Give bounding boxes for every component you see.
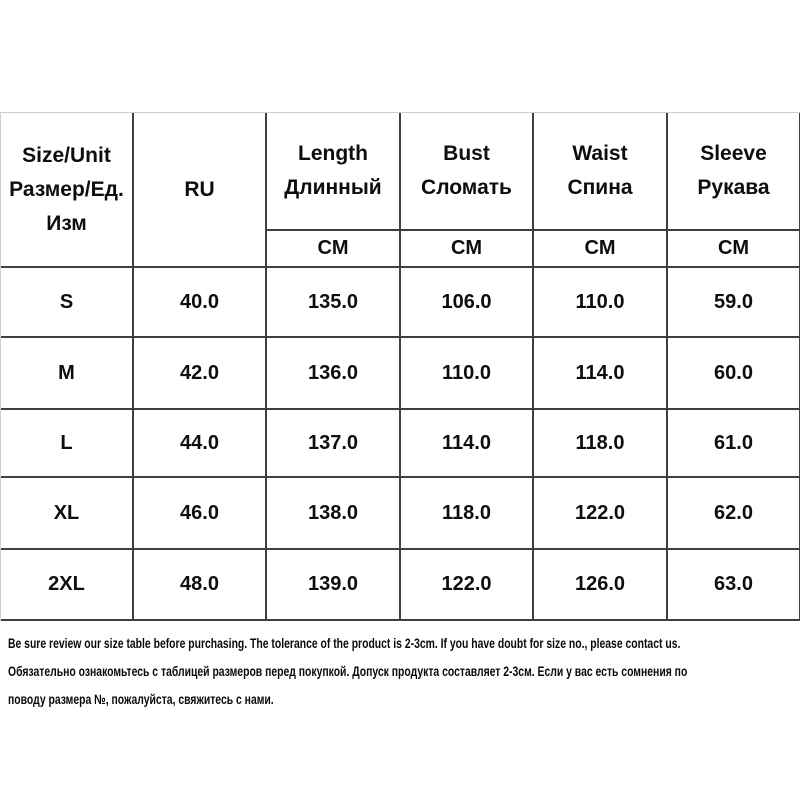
length-cell: 136.0 [267, 338, 401, 410]
footer-line-russian-1: Обязательно ознакомьтесь с таблицей разм… [8, 664, 688, 679]
unit-cell-sleeve: CM [668, 231, 800, 268]
sleeve-cell: 59.0 [668, 268, 800, 338]
length-cell: 137.0 [267, 410, 401, 478]
sleeve-cell: 63.0 [668, 550, 800, 621]
sleeve-cell: 61.0 [668, 410, 800, 478]
waist-cell: 110.0 [534, 268, 668, 338]
length-cell: 135.0 [267, 268, 401, 338]
unit-row: CM CM CM CM [1, 231, 800, 268]
bust-cell: 118.0 [401, 478, 534, 550]
footer-note: Be sure review our size table before pur… [8, 630, 800, 714]
bust-cell: 110.0 [401, 338, 534, 410]
unit-cell-length: CM [267, 231, 401, 268]
table-row-2xl: 2XL 48.0 139.0 122.0 126.0 63.0 [1, 550, 800, 621]
length-cell: 138.0 [267, 478, 401, 550]
ru-cell: 46.0 [134, 478, 267, 550]
size-cell: M [1, 338, 134, 410]
ru-cell: 42.0 [134, 338, 267, 410]
footer-line-english: Be sure review our size table before pur… [8, 636, 681, 651]
header-row: Size/Unit Размер/Ед. Изм RU Length Длинн… [1, 113, 800, 268]
ru-cell: 44.0 [134, 410, 267, 478]
table-row-l: L 44.0 137.0 114.0 118.0 61.0 [1, 410, 800, 478]
length-cell: 139.0 [267, 550, 401, 621]
table-row-m: M 42.0 136.0 110.0 114.0 60.0 [1, 338, 800, 410]
column-header-size-unit: Size/Unit Размер/Ед. Изм [1, 113, 134, 268]
size-cell: S [1, 268, 134, 338]
column-header-sleeve: Sleeve Рукава [668, 113, 800, 231]
column-header-ru: RU [134, 113, 267, 268]
waist-cell: 118.0 [534, 410, 668, 478]
size-table: Size/Unit Размер/Ед. Изм RU Length Длинн… [0, 112, 800, 621]
waist-cell: 126.0 [534, 550, 668, 621]
column-header-length: Length Длинный [267, 113, 401, 231]
bust-cell: 106.0 [401, 268, 534, 338]
waist-cell: 122.0 [534, 478, 668, 550]
sleeve-cell: 62.0 [668, 478, 800, 550]
size-cell: 2XL [1, 550, 134, 621]
bust-cell: 122.0 [401, 550, 534, 621]
column-header-bust: Bust Сломать [401, 113, 534, 231]
table-row-xl: XL 46.0 138.0 118.0 122.0 62.0 [1, 478, 800, 550]
bust-cell: 114.0 [401, 410, 534, 478]
sleeve-cell: 60.0 [668, 338, 800, 410]
ru-cell: 48.0 [134, 550, 267, 621]
unit-cell-bust: CM [401, 231, 534, 268]
unit-cell-waist: CM [534, 231, 668, 268]
size-cell: L [1, 410, 134, 478]
column-header-waist: Waist Спина [534, 113, 668, 231]
table-row-s: S 40.0 135.0 106.0 110.0 59.0 [1, 268, 800, 338]
size-cell: XL [1, 478, 134, 550]
waist-cell: 114.0 [534, 338, 668, 410]
ru-cell: 40.0 [134, 268, 267, 338]
footer-line-russian-2: поводу размера №, пожалуйста, свяжитесь … [8, 692, 274, 707]
